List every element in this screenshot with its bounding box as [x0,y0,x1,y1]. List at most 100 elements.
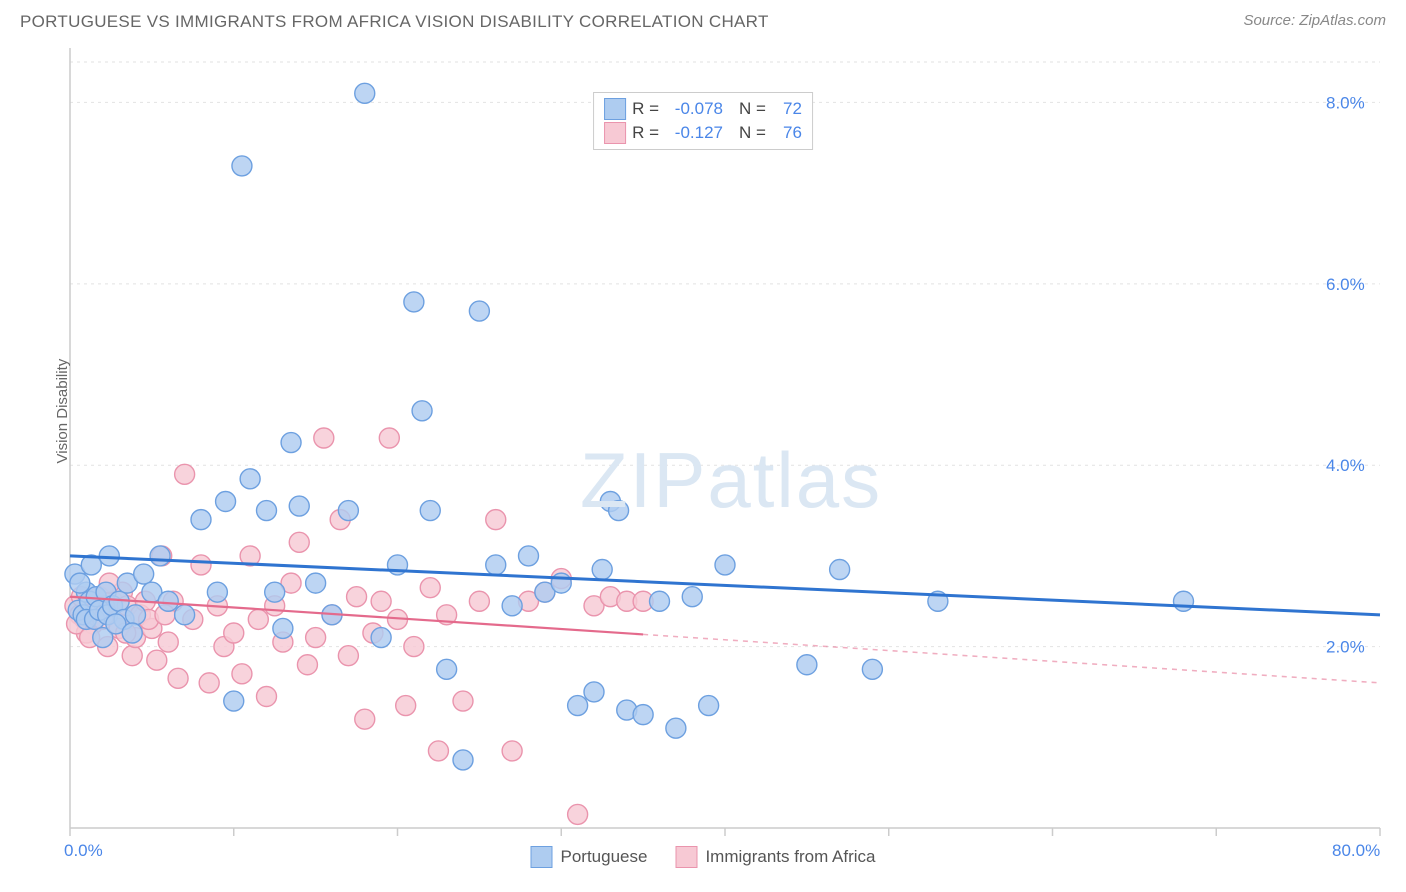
data-point [502,596,522,616]
data-point [224,691,244,711]
data-point [568,696,588,716]
trend-line-extrapolated [643,634,1380,682]
data-point [699,696,719,716]
data-point [453,691,473,711]
data-point [207,582,227,602]
n-label: N = [739,123,766,143]
data-point [682,587,702,607]
y-tick-label: 4.0% [1326,456,1365,475]
data-point [224,623,244,643]
data-point [371,628,391,648]
legend-label: Immigrants from Africa [705,847,875,867]
data-point [248,609,268,629]
data-point [420,578,440,598]
legend-correlation-row: R = -0.078 N = 72 [604,97,802,121]
data-point [609,501,629,521]
legend-item: Portuguese [531,846,648,868]
source-label: Source: ZipAtlas.com [1243,12,1386,29]
data-point [347,587,367,607]
data-point [122,623,142,643]
y-tick-label: 8.0% [1326,93,1365,112]
data-point [404,637,424,657]
data-point [633,705,653,725]
data-point [830,560,850,580]
chart-area: Vision Disability ZIPatlas 2.0%4.0%6.0%8… [20,40,1386,870]
r-value: -0.078 [665,99,723,119]
data-point [666,718,686,738]
data-point [199,673,219,693]
data-point [428,741,448,761]
data-point [502,741,522,761]
data-point [469,301,489,321]
n-value: 72 [772,99,802,119]
data-point [158,591,178,611]
data-point [519,546,539,566]
data-point [126,605,146,625]
data-point [404,292,424,312]
data-point [314,428,334,448]
n-label: N = [739,99,766,119]
data-point [355,709,375,729]
r-value: -0.127 [665,123,723,143]
y-tick-label: 2.0% [1326,638,1365,657]
legend-swatch [531,846,553,868]
y-tick-label: 6.0% [1326,275,1365,294]
data-point [168,668,188,688]
data-point [862,659,882,679]
data-point [469,591,489,611]
data-point [175,464,195,484]
data-point [551,573,571,593]
r-label: R = [632,123,659,143]
r-label: R = [632,99,659,119]
chart-title: PORTUGUESE VS IMMIGRANTS FROM AFRICA VIS… [20,12,769,32]
data-point [486,510,506,530]
data-point [122,646,142,666]
data-point [420,501,440,521]
x-tick-label: 80.0% [1332,841,1380,860]
data-point [486,555,506,575]
data-point [257,686,277,706]
data-point [150,546,170,566]
data-point [306,628,326,648]
data-point [338,646,358,666]
data-point [281,433,301,453]
data-point [273,618,293,638]
data-point [191,510,211,530]
data-point [191,555,211,575]
y-axis-label: Vision Disability [54,359,71,464]
data-point [70,573,90,593]
series-legend: Portuguese Immigrants from Africa [531,846,876,868]
data-point [371,591,391,611]
data-point [216,491,236,511]
data-point [175,605,195,625]
data-point [568,804,588,824]
data-point [240,469,260,489]
data-point [297,655,317,675]
n-value: 76 [772,123,802,143]
data-point [134,564,154,584]
data-point [396,696,416,716]
data-point [650,591,670,611]
legend-item: Immigrants from Africa [675,846,875,868]
legend-label: Portuguese [561,847,648,867]
legend-swatch [604,122,626,144]
data-point [306,573,326,593]
data-point [289,496,309,516]
legend-swatch [604,98,626,120]
data-point [797,655,817,675]
data-point [265,582,285,602]
data-point [232,664,252,684]
data-point [412,401,432,421]
data-point [379,428,399,448]
data-point [147,650,167,670]
x-tick-label: 0.0% [64,841,103,860]
data-point [437,659,457,679]
data-point [592,560,612,580]
correlation-legend: R = -0.078 N = 72 R = -0.127 N = 76 [593,92,813,150]
data-point [257,501,277,521]
data-point [584,682,604,702]
data-point [453,750,473,770]
legend-swatch [675,846,697,868]
data-point [1174,591,1194,611]
data-point [338,501,358,521]
